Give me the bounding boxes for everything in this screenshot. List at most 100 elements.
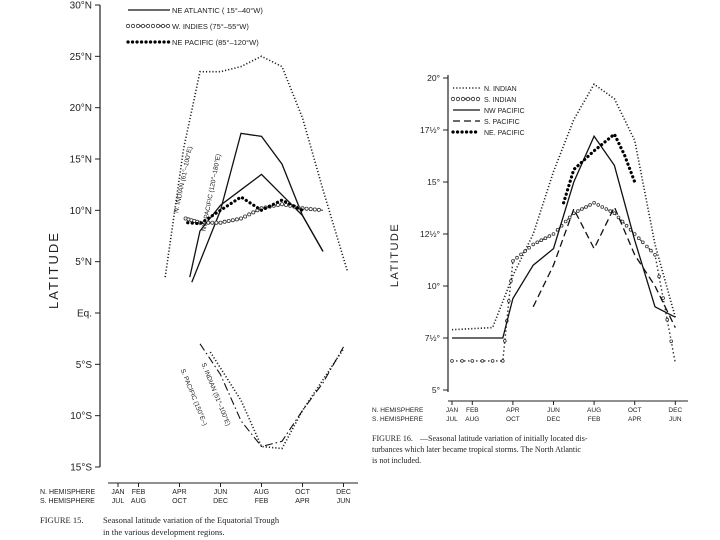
series-line-s_pacific xyxy=(199,343,344,448)
data-point-s_indian xyxy=(535,240,540,245)
data-point-w_indies xyxy=(230,218,235,223)
legend-swatch-point xyxy=(125,23,131,29)
x-tick-label-north: JUN xyxy=(547,407,560,414)
data-point-s_indian xyxy=(612,211,617,216)
chart-figure-16: 20° 17½° 15° 12½° 10° 7½° 5° LATITUDE N. INDIA… xyxy=(372,73,688,465)
y-tick-label: 5°S xyxy=(76,360,93,371)
data-point-s_indian xyxy=(531,242,535,247)
legend: NE ATLANTIC ( 15°–40°W) W. INDIES (75°–55… xyxy=(125,6,263,47)
data-point-w_indies xyxy=(214,220,219,225)
data-point-w_indies xyxy=(279,202,284,207)
x-tick-label-north: DEC xyxy=(336,489,351,496)
series-layer xyxy=(450,83,677,364)
caption-line-1: Seasonal latitude variation of the Equat… xyxy=(103,515,280,525)
data-point-s_indian xyxy=(576,209,580,213)
data-point-s_indian xyxy=(470,359,475,363)
x-tick-label-north: JAN xyxy=(111,489,124,496)
x-row-label-south: S. HEMISPHERE xyxy=(40,498,95,505)
data-point-s_indian xyxy=(460,359,464,363)
series-line-nw_pacific xyxy=(452,134,676,339)
x-tick-label-north: JAN xyxy=(446,407,459,414)
x-tick-label-south: APR xyxy=(295,498,309,505)
x-tick-label-north: DEC xyxy=(668,407,682,414)
data-point-s_indian xyxy=(592,201,596,205)
data-point-s_indian xyxy=(580,207,584,211)
legend-label: S. INDIAN xyxy=(484,97,516,104)
data-point-s_indian xyxy=(588,203,592,207)
y-axis-title: LATITUDE xyxy=(389,223,401,287)
x-tick-label-south: AUG xyxy=(465,416,479,423)
x-axis: N. HEMISPHERE S. HEMISPHERE JAN JUL FEB AUG AP… xyxy=(40,482,358,505)
data-point-s_indian xyxy=(636,236,641,241)
x-tick-label-north: FEB xyxy=(132,489,146,496)
caption-label: FIGURE 15. xyxy=(40,515,83,525)
data-point-w_indies xyxy=(222,219,227,224)
y-axis-title: LATITUDE xyxy=(46,231,61,309)
data-point-s_indian xyxy=(509,279,513,283)
caption-line-2: in the various development regions. xyxy=(103,527,225,537)
data-point-w_indies xyxy=(226,218,231,223)
data-point-s_indian xyxy=(539,238,544,243)
legend-swatch-point xyxy=(460,96,466,102)
series-line-s_pacific xyxy=(532,205,676,328)
legend-label: NE ATLANTIC ( 15°–40°W) xyxy=(172,6,263,15)
caption-line-2: turbances which later became tropical st… xyxy=(372,445,581,454)
data-point-s_indian xyxy=(653,253,657,257)
series-line-ne_pacific xyxy=(186,195,305,226)
legend-swatch-point xyxy=(150,23,156,29)
legend-swatch-point xyxy=(450,96,456,102)
x-tick-label-north: AUG xyxy=(587,407,601,414)
x-tick-label-north: JUN xyxy=(214,489,228,496)
data-point-s_indian xyxy=(523,249,527,253)
legend-label: W. INDIES (75°–55°W) xyxy=(172,22,249,31)
data-point-w_indies xyxy=(210,220,215,225)
y-tick-label: 5° xyxy=(432,385,440,395)
y-tick-label: 10°S xyxy=(70,411,92,422)
x-tick-label-south: OCT xyxy=(506,416,520,423)
series-annotations: N. INDIAN (61°–100°E) NW PACIFIC (120°–18… xyxy=(172,146,232,427)
x-tick-label-south: FEB xyxy=(588,416,601,423)
data-point-s_indian xyxy=(649,248,653,253)
data-point-s_indian xyxy=(661,296,665,300)
y-tick-label: Eq. xyxy=(77,309,92,320)
y-tick-label: 5°N xyxy=(75,257,92,268)
data-point-s_indian xyxy=(563,219,568,224)
data-point-s_indian xyxy=(551,232,556,236)
x-tick-label-north: FEB xyxy=(466,407,479,414)
legend-swatch-point xyxy=(145,23,151,29)
data-point-w_indies xyxy=(316,207,321,212)
data-point-s_indian xyxy=(596,203,600,207)
data-point-s_indian xyxy=(480,359,485,363)
y-tick-label: 7½° xyxy=(425,333,440,343)
x-row-label-south: S. HEMISPHERE xyxy=(372,416,424,423)
y-tick-label: 17½° xyxy=(420,125,440,135)
legend-swatch-point xyxy=(165,23,171,29)
data-point-s_indian xyxy=(502,339,507,343)
series-line-s_indian xyxy=(452,202,676,364)
x-tick-label-south: DEC xyxy=(213,498,228,505)
data-point-s_indian xyxy=(657,274,661,279)
data-point-s_indian xyxy=(506,299,511,303)
legend-swatch-point xyxy=(455,96,461,102)
x-tick-label-south: JUN xyxy=(669,416,682,423)
series-layer xyxy=(164,55,349,450)
data-point-w_indies xyxy=(238,216,243,221)
annotation-nw_pacific: NW PACIFIC (120°–180°E) xyxy=(200,153,223,232)
caption-label: FIGURE 16. xyxy=(372,434,413,443)
data-point-s_indian xyxy=(543,236,548,241)
y-tick-label: 10°N xyxy=(70,206,92,217)
x-tick-label-south: DEC xyxy=(547,416,561,423)
x-axis: N. HEMISPHERE S. HEMISPHERE JAN JUL FEB AUG AP… xyxy=(372,400,688,423)
x-tick-label-north: APR xyxy=(506,407,520,414)
y-tick-label: 15°N xyxy=(70,155,92,166)
caption-line-1: —Seasonal latitude variation of initiall… xyxy=(419,434,588,443)
caption-line-3: is not included. xyxy=(372,456,421,465)
data-point-w_indies xyxy=(312,207,317,212)
y-tick-label: 30°N xyxy=(70,1,92,12)
y-tick-label: 15° xyxy=(427,177,440,187)
data-point-s_indian xyxy=(450,359,454,363)
data-point-s_indian xyxy=(567,215,572,220)
figure-caption: FIGURE 15. Seasonal latitude variation o… xyxy=(40,515,280,537)
x-tick-label-north: AUG xyxy=(254,489,269,496)
